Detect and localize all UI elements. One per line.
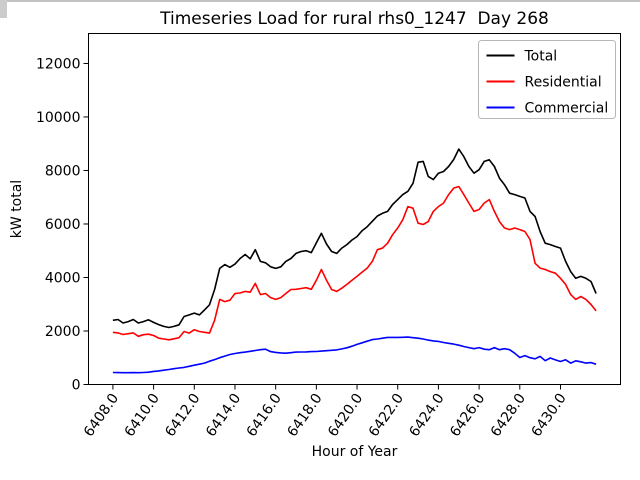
x-tick-label: 6412.0 — [162, 391, 203, 440]
x-tick-label: 6424.0 — [406, 391, 447, 440]
x-tick-label: 6428.0 — [488, 391, 529, 440]
chart-title: Timeseries Load for rural rhs0_1247 Day … — [160, 9, 549, 29]
y-axis-label: kW total — [9, 179, 25, 239]
legend-label-commercial: Commercial — [525, 100, 609, 116]
y-tick-label: 4000 — [45, 270, 81, 286]
legend-box — [478, 40, 616, 119]
series-line-total — [112, 148, 597, 329]
y-tick-label: 2000 — [45, 324, 81, 340]
legend-label-residential: Residential — [525, 74, 602, 90]
x-axis-label: Hour of Year — [311, 444, 398, 460]
screen-edge-artifact-left — [0, 0, 7, 18]
x-tick-label: 6422.0 — [366, 391, 407, 440]
series-line-commercial — [112, 336, 597, 374]
y-tick-label: 0 — [72, 377, 81, 393]
plot-area-frame — [88, 33, 621, 385]
x-tick-label: 6408.0 — [81, 391, 122, 440]
y-tick-label: 8000 — [45, 163, 81, 179]
x-tick-label: 6414.0 — [203, 391, 244, 440]
y-tick-label: 10000 — [36, 110, 81, 126]
series-line-residential — [112, 185, 597, 341]
screen-edge-artifact-top — [0, 0, 640, 2]
x-tick-label: 6426.0 — [447, 391, 488, 440]
x-tick-label: 6416.0 — [244, 391, 285, 440]
legend-label-total: Total — [524, 48, 558, 64]
y-tick-label: 12000 — [36, 56, 81, 72]
x-tick-label: 6410.0 — [122, 391, 163, 440]
x-tick-label: 6420.0 — [325, 391, 366, 440]
y-tick-label: 6000 — [45, 217, 81, 233]
x-tick-label: 6430.0 — [529, 391, 570, 440]
x-tick-label: 6418.0 — [284, 391, 325, 440]
